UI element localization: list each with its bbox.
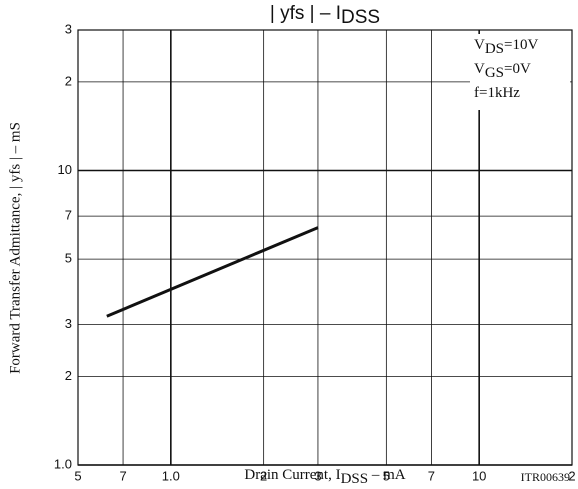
annotation: f=1kHz [474,85,520,101]
x-tick-label: 2 [260,468,267,483]
annotation: VDS=10V [474,37,538,57]
annotation-part: =10V [504,37,538,53]
y-tick-label: 3 [65,316,72,331]
x-tick-label: 7 [428,468,435,483]
annotation: VGS=0V [474,61,531,81]
annotation-sub: DS [485,41,504,57]
data-line [106,226,319,318]
x-axis-label: Drain Current, IDSS – mA [244,467,405,487]
chart-title: | yfs | – IDSS [270,3,380,28]
x-tick-label: 5 [74,468,81,483]
y-tick-label: 2 [65,368,72,383]
plot-frame [77,29,573,466]
x-tick-label: 10 [472,468,486,483]
annotation-part: V [474,61,485,77]
y-tick-label: 5 [65,251,72,266]
annotation-background [470,34,570,110]
y-axis-label: Forward Transfer Admittance, | yfs | – m… [7,122,23,374]
annotation-sub: GS [485,65,504,81]
figure-code: ITR00639 [521,470,570,484]
annotation-part: f=1kHz [474,85,520,101]
annotation-part: V [474,37,485,53]
x-tick-label: 5 [383,468,390,483]
y-tick-label: 2 [65,73,72,88]
annotation-part: =0V [504,61,531,77]
x-tick-label: 2 [568,468,575,483]
y-tick-label: 10 [58,162,72,177]
y-tick-label: 3 [65,21,72,36]
x-tick-label: 7 [119,468,126,483]
x-tick-label: 1.0 [162,468,180,483]
x-tick-label: 3 [314,468,321,483]
y-tick-label: 1.0 [54,456,72,471]
y-tick-label: 7 [65,208,72,223]
